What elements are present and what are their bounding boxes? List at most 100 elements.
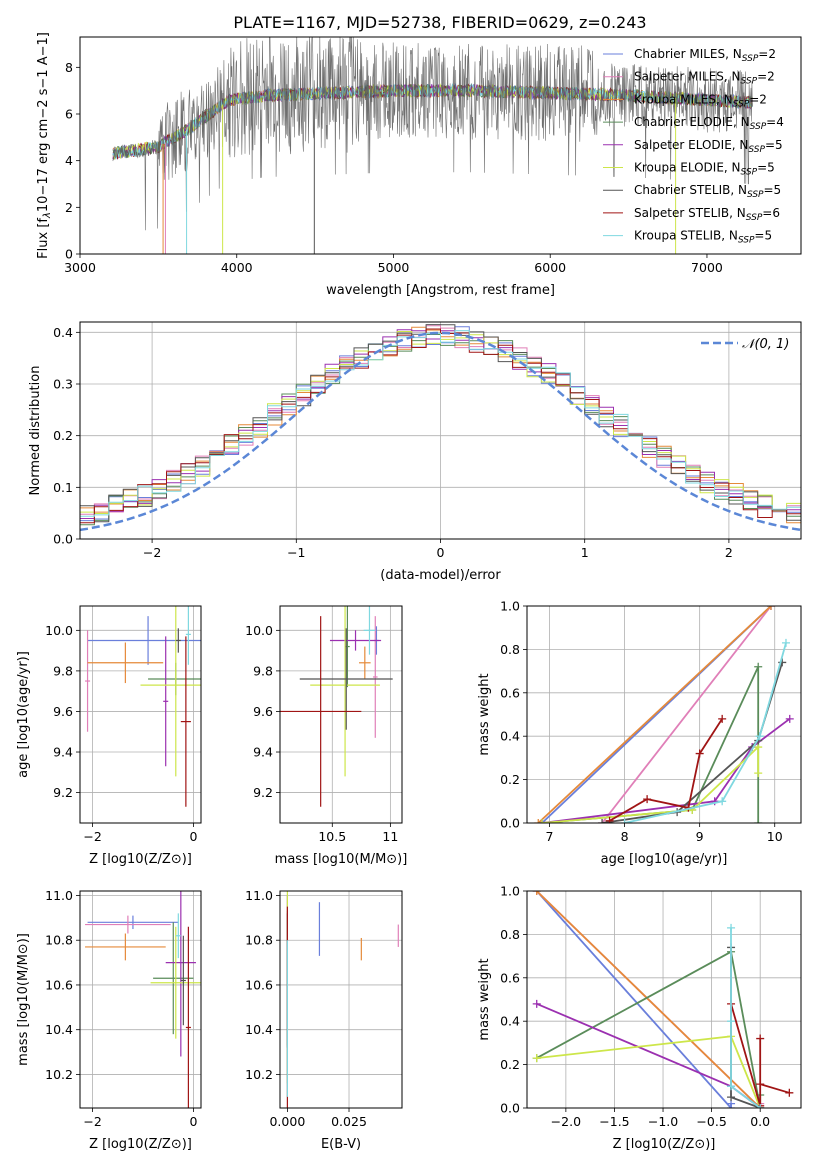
y-tick-label: 0.0 <box>53 532 73 547</box>
point-marker <box>727 1093 736 1102</box>
series-kroupa-stelib <box>730 927 761 1108</box>
point-marker <box>727 923 736 932</box>
hist-chabrier-stelib <box>80 324 801 523</box>
y-tick-label: 0.0 <box>500 816 520 831</box>
x-axis-label: Z [log10(Z/Z⊙)] <box>89 852 192 867</box>
x-tick-label: 2 <box>725 545 733 560</box>
y-tick-label: 10.4 <box>245 1022 273 1037</box>
point-marker <box>756 1034 765 1043</box>
plot-area <box>280 606 393 807</box>
point-marker <box>620 819 629 823</box>
panel-spectrum: 3000 4000 5000 6000 7000 0 2 4 6 8 wavelength [Ang… <box>36 32 802 298</box>
x-tick-label: 5000 <box>378 260 410 275</box>
x-axis-label: age [log10(age/yr)] <box>601 852 728 867</box>
x-tick-label: 0 <box>189 829 197 844</box>
y-tick-label: 8 <box>65 60 73 75</box>
axes-frame <box>79 890 202 1109</box>
y-tick-label: 0.3 <box>53 377 73 392</box>
point-marker <box>532 999 541 1008</box>
x-tick-label: 8 <box>621 829 629 844</box>
y-tick-label: 1.0 <box>500 599 520 614</box>
legend-label: Kroupa ELODIE, NSSP=5 <box>634 161 775 178</box>
point-marker <box>754 769 763 778</box>
x-tick-label: −1.0 <box>648 1114 678 1129</box>
series-salpeter-miles <box>601 606 772 823</box>
plot-area <box>534 606 794 823</box>
y-tick-label: 0.6 <box>500 970 520 985</box>
y-tick-label: 9.4 <box>253 745 273 760</box>
point-marker <box>727 1017 736 1026</box>
x-tick-label: 6000 <box>534 260 566 275</box>
point-marker <box>532 891 541 895</box>
x-axis-label: (data-model)/error <box>380 568 501 583</box>
x-tick-label: 0 <box>189 1114 197 1129</box>
axes-frame <box>526 605 802 824</box>
panel-age_vs_Z: −2 0 9.2 9.4 9.6 9.8 10.0 Z [log10(Z/Z⊙)] age [l… <box>16 605 202 867</box>
x-tick-label: 0.000 <box>269 1114 305 1129</box>
x-tick-label: 1 <box>581 545 589 560</box>
point-marker <box>727 1082 736 1091</box>
panel-mass_vs_ebv: 0.000 0.025 10.2 10.4 10.6 10.8 11.0 E(B-V) <box>245 888 403 1152</box>
axes-frame <box>279 890 403 1109</box>
point-marker <box>538 819 547 823</box>
point-marker <box>785 1088 794 1097</box>
legend-label: 𝒩(0, 1) <box>742 337 789 352</box>
plot-area <box>85 606 201 807</box>
y-tick-label: 11.0 <box>245 888 273 903</box>
x-axis-label: E(B-V) <box>321 1137 361 1152</box>
y-tick-label: 6 <box>65 107 73 122</box>
y-axis-label: age [log10(age/yr)] <box>16 651 31 778</box>
legend-label: Chabrier STELIB, NSSP=5 <box>634 183 781 200</box>
y-tick-label: 10.8 <box>45 933 73 948</box>
y-tick-label: 4 <box>65 153 73 168</box>
x-tick-label: −0.5 <box>696 1114 726 1129</box>
y-tick-label: 9.8 <box>253 663 273 678</box>
y-tick-label: 0.8 <box>500 642 520 657</box>
panel-weight_vs_Z: −2.0 −1.5 −1.0 −0.5 0.0 0.0 0.2 0.4 0.6 0.8 1.0 Z [… <box>477 884 802 1152</box>
legend-label: Kroupa STELIB, NSSP=5 <box>634 229 772 246</box>
y-tick-label: 0 <box>65 247 73 262</box>
plot-area <box>80 324 801 532</box>
hist-kroupa-stelib <box>80 330 801 517</box>
y-tick-label: 0.0 <box>500 1101 520 1116</box>
point-marker <box>754 662 763 671</box>
x-tick-label: 4000 <box>221 260 253 275</box>
x-tick-label: 3000 <box>64 260 96 275</box>
legend-label: Kroupa MILES, NSSP=2 <box>634 92 767 109</box>
point-marker <box>754 819 763 823</box>
y-axis-label: mass weight <box>477 958 492 1040</box>
y-tick-label: 9.6 <box>253 704 273 719</box>
point-marker <box>605 816 614 823</box>
point-marker <box>643 795 652 804</box>
y-tick-label: 10.6 <box>245 977 273 992</box>
y-tick-label: 10.0 <box>245 623 273 638</box>
hist-salpeter-stelib <box>80 328 801 524</box>
x-tick-label: 11 <box>382 829 398 844</box>
x-tick-label: 10 <box>767 829 783 844</box>
series-kroupa-elodie <box>536 1035 762 1108</box>
x-tick-label: 0 <box>437 545 445 560</box>
y-tick-label: 0.6 <box>500 685 520 700</box>
y-tick-label: 1.0 <box>500 884 520 899</box>
y-tick-label: 10.2 <box>245 1067 273 1082</box>
series-kroupa-miles <box>536 891 761 1108</box>
y-tick-label: 9.4 <box>53 745 73 760</box>
y-tick-label: 10.0 <box>45 623 73 638</box>
point-marker <box>756 1104 765 1108</box>
x-tick-label: 7000 <box>691 260 723 275</box>
x-tick-label: 0.025 <box>331 1114 367 1129</box>
point-marker <box>598 819 607 823</box>
x-tick-label: −2 <box>83 1114 101 1129</box>
plot-area <box>85 891 201 1108</box>
x-tick-label: −1.5 <box>599 1114 629 1129</box>
x-axis-label: wavelength [Angstrom, rest frame] <box>326 283 555 298</box>
y-tick-label: 9.6 <box>53 704 73 719</box>
panel-residuals: −2 −1 0 1 2 0.0 0.1 0.2 0.3 0.4 𝒩(0, 1) (data-model… <box>28 321 802 583</box>
legend-label: Salpeter MILES, NSSP=2 <box>634 70 775 87</box>
axes-frame <box>279 605 403 824</box>
x-tick-label: −2.0 <box>551 1114 581 1129</box>
x-tick-label: −2 <box>143 545 161 560</box>
x-tick-label: −1 <box>287 545 305 560</box>
legend-label: Salpeter STELIB, NSSP=6 <box>634 206 780 223</box>
